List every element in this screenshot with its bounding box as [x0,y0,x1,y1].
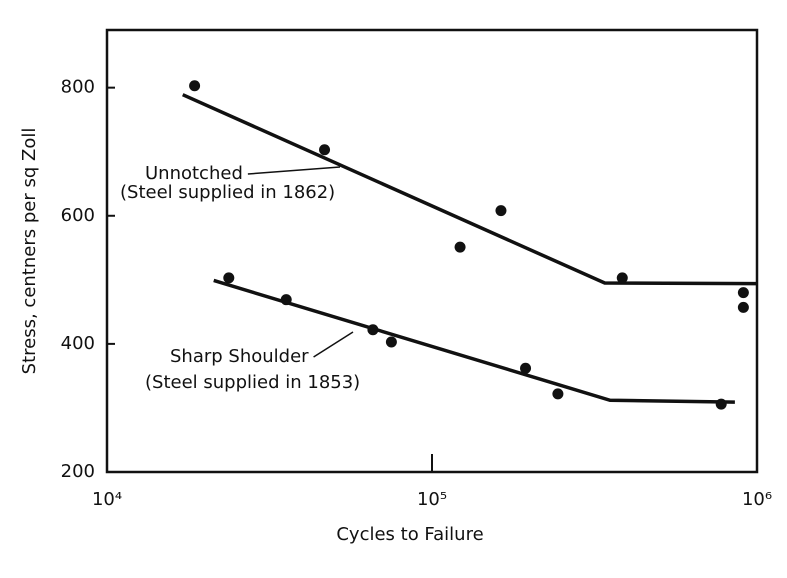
y-tick-label: 200 [61,461,95,482]
data-point [520,362,532,374]
annotation-label: Sharp Shoulder [170,346,309,367]
data-point [552,388,564,400]
annotation-note: (Steel supplied in 1862) [120,182,335,203]
x-axis-label: Cycles to Failure [336,524,483,545]
y-axis-label: Stress, centners per sq Zoll [19,128,40,375]
data-point [189,80,201,92]
x-tick-label: 10⁴ [92,489,122,510]
x-tick-label: 10⁵ [417,489,447,510]
y-tick-label: 800 [61,77,95,98]
annotation-label: Unnotched [145,163,243,184]
annotation-arrow [313,331,354,358]
data-point [737,301,749,313]
annotation-arrow [247,166,341,175]
data-point [454,241,466,253]
data-point [495,205,507,217]
plot-frame [105,28,759,474]
data-point [280,294,292,306]
fit-line [213,278,735,404]
data-point [223,272,235,284]
data-point [367,324,379,336]
annotation-note: (Steel supplied in 1853) [145,372,360,393]
data-point [737,287,749,299]
data-point [385,336,397,348]
data-point [715,398,727,410]
data-point [319,144,331,156]
y-tick-label: 400 [61,333,95,354]
data-point [616,272,628,284]
fit-line [182,93,758,286]
y-tick-label: 600 [61,205,95,226]
x-tick-label: 10⁶ [742,489,772,510]
